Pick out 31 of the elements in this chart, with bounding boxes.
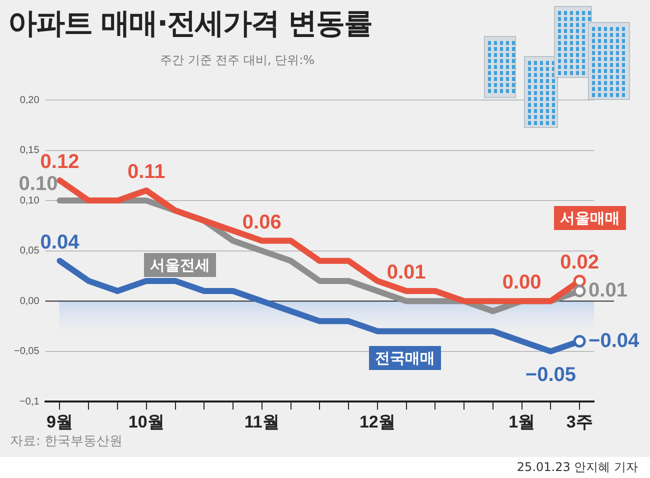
x-tick-label: 12월 xyxy=(359,412,396,432)
data-label: −0.04 xyxy=(588,330,640,352)
data-label: 0.06 xyxy=(242,211,282,234)
x-tick-label: 10월 xyxy=(128,412,164,432)
y-tick-label: −0,05 xyxy=(14,346,40,358)
data-label: 0.01 xyxy=(588,280,628,302)
x-tick-label: 11월 xyxy=(244,412,280,432)
data-label: −0.05 xyxy=(525,364,576,386)
chart-title: 아파트 매매·전세가격 변동률 xyxy=(8,5,372,42)
text: 자료: 한국부동산원 xyxy=(10,433,123,450)
data-label: 0.04 xyxy=(40,231,80,254)
y-tick-label: 0,05 xyxy=(20,246,40,257)
y-tick-label: 0,20 xyxy=(20,94,40,106)
data-label: 0.00 xyxy=(502,272,542,294)
data-label: 0.02 xyxy=(560,251,600,274)
text: 25.01.23 안지혜 기자 xyxy=(516,459,638,476)
y-tick-label: 0,10 xyxy=(20,195,40,206)
chart-subtitle: 주간 기준 전주 대비, 단위:% xyxy=(160,52,315,69)
y-tick-label: 0,00 xyxy=(20,296,40,307)
y-tick-label: −0,1 xyxy=(20,396,40,408)
data-label: 0.01 xyxy=(386,262,426,284)
data-label: 0.11 xyxy=(127,160,166,183)
data-label: 0.12 xyxy=(40,150,80,173)
x-tick-label: 9월 xyxy=(46,412,73,432)
y-tick-label: 0,15 xyxy=(20,145,40,156)
x-tick-label: 1월 xyxy=(508,412,536,432)
data-label: 0.10 xyxy=(18,173,58,196)
series-label: 서울전세 xyxy=(150,256,210,274)
text: 서울매매 xyxy=(560,208,620,227)
x-tick-label: 3주 xyxy=(566,412,593,432)
series-label: 전국매매 xyxy=(375,348,435,367)
